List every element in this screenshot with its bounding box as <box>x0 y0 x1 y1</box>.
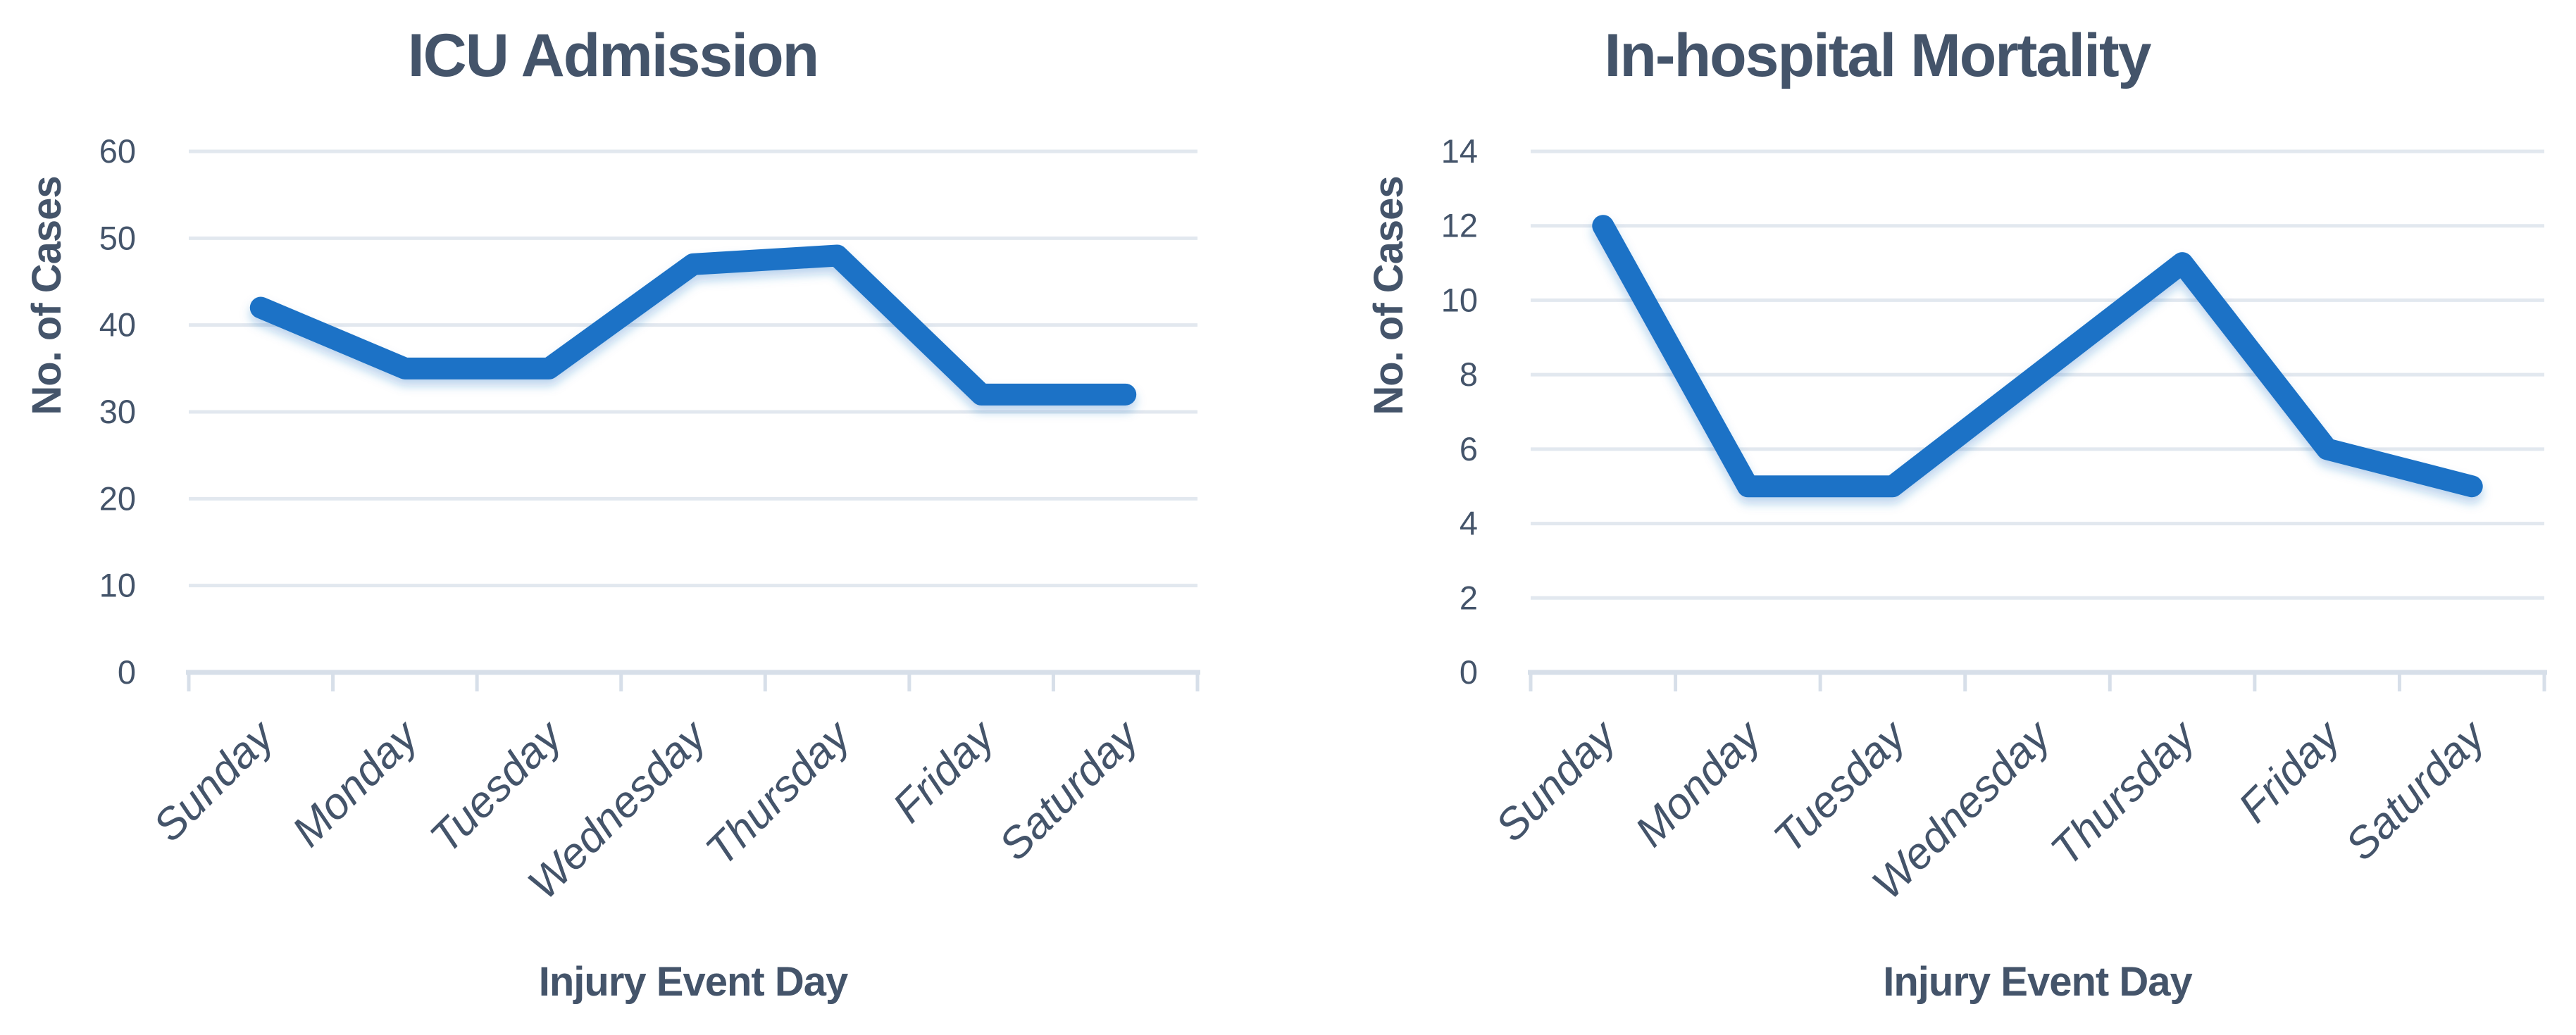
y-tick-label: 0 <box>118 653 136 691</box>
x-tick-label: Monday <box>1626 710 1772 856</box>
x-tick-label: Friday <box>883 710 1005 832</box>
y-tick-label: 30 <box>99 393 136 430</box>
y-tick-label: 12 <box>1441 207 1478 244</box>
x-tick-label: Thursday <box>697 710 861 874</box>
y-tick-label: 6 <box>1460 430 1478 468</box>
y-tick-label: 10 <box>99 567 136 604</box>
y-axis-title: No. of Cases <box>1366 176 1412 415</box>
x-tick-label: Saturday <box>990 710 1150 870</box>
x-tick-label: Sunday <box>1486 710 1627 851</box>
y-tick-label: 0 <box>1460 653 1478 691</box>
x-axis-title: Injury Event Day <box>1883 959 2192 1005</box>
series-line <box>249 244 1137 406</box>
x-axis-title: Injury Event Day <box>539 959 848 1005</box>
x-tick-label: Monday <box>283 710 430 856</box>
series-line <box>1592 215 2483 498</box>
y-tick-label: 60 <box>99 132 136 170</box>
y-tick-label: 8 <box>1460 356 1478 393</box>
chart-in-hospital-mortality: 0 2 4 6 8 10 12 14 Sunday Monday Tuesday Wednesday T… <box>1342 0 2576 1035</box>
y-axis-title: No. of Cases <box>24 176 70 415</box>
chart-title: ICU Admission <box>408 22 818 89</box>
x-tick-label: Saturday <box>2337 710 2496 870</box>
x-tick-label: Tuesday <box>421 710 574 862</box>
y-tick-label: 20 <box>99 479 136 517</box>
x-tick-label: Tuesday <box>1765 710 1917 862</box>
chart-title: In-hospital Mortality <box>1605 22 2152 89</box>
y-tick-label: 10 <box>1441 281 1478 318</box>
x-tick-label: Sunday <box>144 710 285 851</box>
x-tick-label: Thursday <box>2041 710 2206 874</box>
chart-icu-admission: 0 10 20 30 40 50 60 Sunday Monday Tuesday Wednesda… <box>24 22 1200 1005</box>
y-tick-label: 14 <box>1441 132 1478 170</box>
y-tick-label: 50 <box>99 219 136 256</box>
y-tick-label: 2 <box>1460 579 1478 616</box>
y-tick-label: 40 <box>99 306 136 344</box>
y-tick-label: 4 <box>1460 505 1478 542</box>
x-tick-label: Friday <box>2229 710 2351 832</box>
